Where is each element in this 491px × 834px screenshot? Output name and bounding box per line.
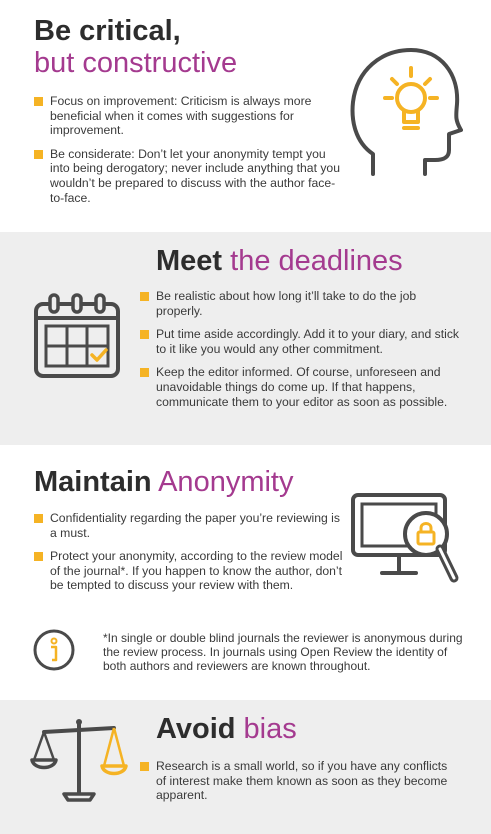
section-title: Avoid bias [156,714,297,745]
list-item: Keep the editor informed. Of course, unf… [140,365,460,409]
bullet-marker [140,368,149,378]
bullet-list: Research is a small world, so if you hav… [140,759,460,812]
info-icon [33,629,75,671]
section-title: Be critical, [34,16,181,47]
bullet-marker [34,514,43,523]
bullet-marker [140,330,149,340]
bullet-list: Be realistic about how long it’ll take t… [140,289,460,418]
title-light: bias [243,713,297,745]
list-item: Confidentiality regarding the paper you’… [34,511,349,540]
title-bold: Be critical, [34,15,181,47]
list-item: Protect your anonymity, according to the… [34,549,349,593]
list-item: Put time aside accordingly. Add it to yo… [140,327,460,356]
title-bold: Maintain [34,466,152,498]
title-light: the deadlines [230,245,403,277]
list-item: Be considerate: Don’t let your anonymity… [34,147,344,205]
title-bold: Avoid [156,713,236,745]
bullet-marker [34,97,43,106]
list-item: Research is a small world, so if you hav… [140,759,460,803]
bullet-marker [140,292,149,301]
section-title: Maintain Anonymity [34,467,293,498]
head-lightbulb-icon [350,48,463,176]
section-subtitle: but constructive [34,48,237,79]
bullet-marker [140,762,149,771]
bullet-marker [34,552,43,562]
scales-icon [30,719,128,802]
footnote: *In single or double blind journals the … [103,631,463,674]
monitor-lock-magnifier-icon [351,493,459,583]
calendar-icon [34,293,120,378]
list-item: Focus on improvement: Criticism is alway… [34,94,344,138]
title-bold: Meet [156,245,223,277]
section-be-critical: Be critical, but constructive Focus on i… [0,0,491,230]
section-title: Meet the deadlines [156,246,403,277]
section-maintain-anonymity: Maintain Anonymity Confidentiality regar… [0,445,491,700]
bullet-marker [34,149,43,159]
section-avoid-bias: Avoid bias Research is a small world, so… [0,700,491,834]
section-meet-deadlines: Meet the deadlines Be realistic about ho… [0,232,491,445]
list-item: Be realistic about how long it’ll take t… [140,289,460,318]
title-light: but constructive [34,47,238,79]
bullet-list: Focus on improvement: Criticism is alway… [34,94,344,214]
bullet-list: Confidentiality regarding the paper you’… [34,511,349,602]
title-light: Anonymity [158,466,294,498]
